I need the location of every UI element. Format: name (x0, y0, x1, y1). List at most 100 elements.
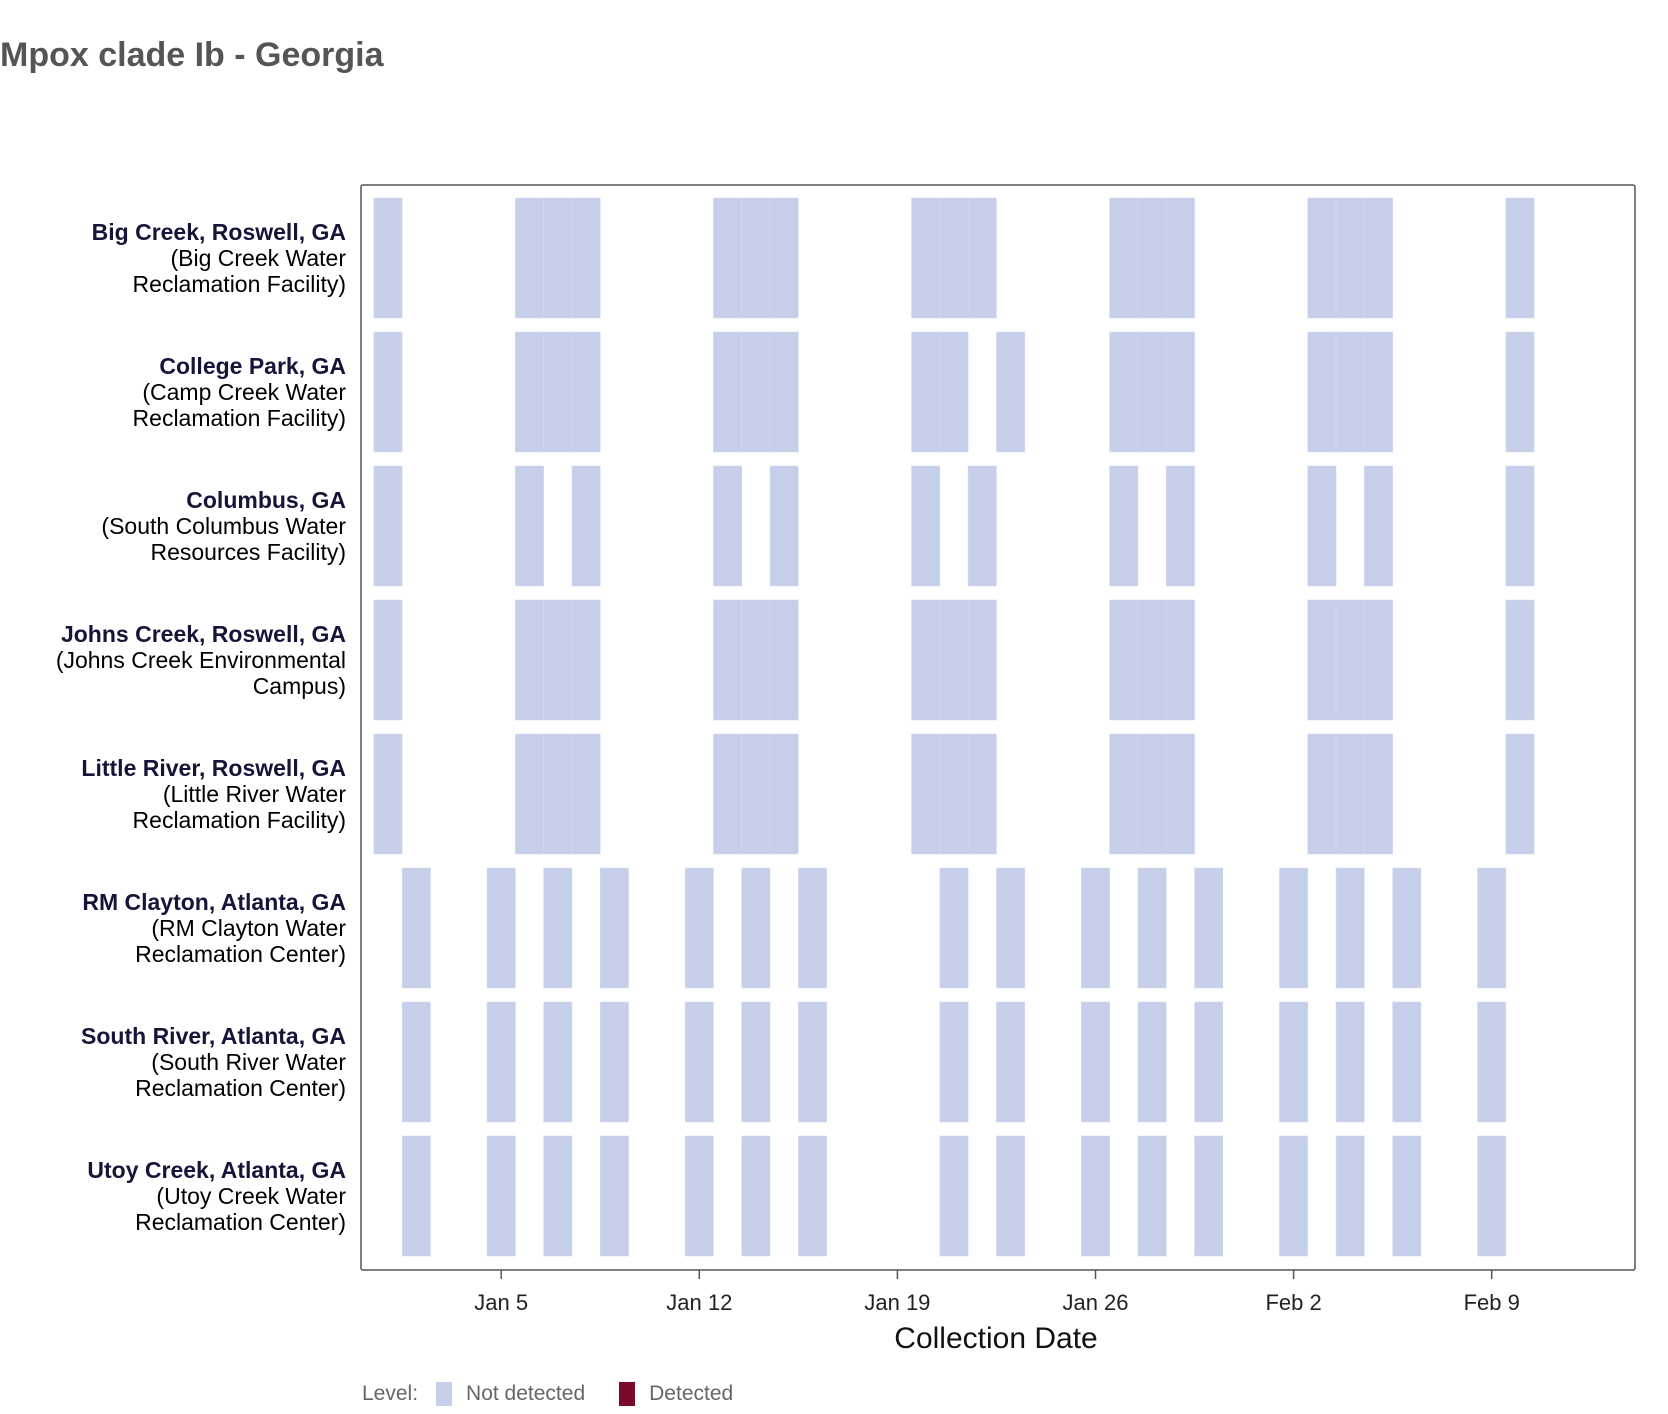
sample-tile (1505, 599, 1535, 721)
sample-tile (1109, 331, 1139, 453)
sample-tile (515, 599, 544, 721)
sample-tile (373, 197, 403, 319)
sample-tile (543, 331, 573, 453)
sample-tile (769, 197, 799, 319)
sample-tile (713, 733, 743, 855)
sample-tile (543, 197, 573, 319)
site-label: Utoy Creek, Atlanta, GA (Utoy Creek Water… (46, 1157, 346, 1235)
sample-tile (911, 197, 941, 319)
sample-tile (1505, 331, 1535, 453)
sample-tile (1109, 599, 1139, 721)
sample-tile (373, 733, 403, 855)
sample-tile (1477, 1001, 1507, 1123)
sample-tile (1279, 867, 1309, 989)
x-axis: Jan 5 Jan 12 Jan 19 Jan 26 Feb 2 Feb 9 (474, 1270, 1520, 1315)
sample-tile (1335, 331, 1365, 453)
sample-tile (543, 867, 573, 989)
plot-panel-border (360, 184, 1636, 1271)
tiles-layer (373, 197, 1535, 1257)
sample-tile (571, 733, 601, 855)
sample-tile (1194, 1001, 1224, 1123)
sample-tile (939, 331, 969, 453)
sample-tile (939, 867, 969, 989)
sample-tile (1165, 599, 1195, 721)
sample-tile (1307, 465, 1337, 587)
site-facility: (South Columbus Water Resources Facility… (101, 513, 346, 565)
site-name: Utoy Creek, Atlanta, GA (87, 1157, 346, 1183)
sample-tile (741, 331, 771, 453)
site-name: Johns Creek, Roswell, GA (60, 621, 346, 647)
sample-tile (1194, 1135, 1224, 1257)
sample-tile (967, 733, 997, 855)
sample-tile (911, 599, 941, 721)
x-tick-label: Feb 2 (1265, 1290, 1321, 1315)
site-facility: (Little River Water Reclamation Facility… (132, 781, 346, 833)
sample-tile (401, 1001, 431, 1123)
sample-tile (1364, 331, 1393, 453)
sample-tile (1137, 197, 1167, 319)
sample-tile (401, 1135, 431, 1257)
sample-tile (515, 331, 544, 453)
sample-tile (571, 197, 601, 319)
sample-tile (996, 1001, 1026, 1123)
sample-tile (1165, 197, 1195, 319)
sample-tile (1477, 867, 1507, 989)
sample-tile (1081, 1001, 1110, 1123)
site-facility: (RM Clayton Water Reclamation Center) (135, 915, 346, 967)
sample-tile (1137, 1135, 1167, 1257)
sample-tile (741, 599, 771, 721)
sample-tile (741, 1135, 771, 1257)
sample-tile (1137, 733, 1167, 855)
sample-tile (543, 599, 573, 721)
sample-tile (769, 733, 799, 855)
sample-tile (1109, 733, 1139, 855)
sample-tile (1335, 733, 1365, 855)
sample-tile (713, 331, 743, 453)
legend-label-detected: Detected (649, 1382, 734, 1405)
sample-tile (1335, 1135, 1365, 1257)
site-label: Johns Creek, Roswell, GA (Johns Creek Env… (46, 621, 346, 699)
sample-tile (741, 733, 771, 855)
site-facility: (Johns Creek Environmental Campus) (55, 647, 346, 699)
sample-tile (741, 1001, 771, 1123)
sample-tile (1194, 867, 1224, 989)
x-tick-label: Jan 26 (1062, 1290, 1128, 1315)
site-label: South River, Atlanta, GA (South River Wat… (46, 1023, 346, 1101)
sample-tile (1109, 197, 1139, 319)
sample-tile (967, 465, 997, 587)
sample-tile (486, 1001, 516, 1123)
sample-tile (684, 1001, 714, 1123)
sample-tile (769, 599, 799, 721)
sample-tile (1279, 1001, 1309, 1123)
x-axis-title: Collection Date (894, 1322, 1098, 1355)
sample-tile (515, 733, 544, 855)
sample-tile (1505, 197, 1535, 319)
sample-tile (1137, 1001, 1167, 1123)
sample-tile (515, 465, 544, 587)
sample-tile (939, 733, 969, 855)
site-label: Columbus, GA (South Columbus Water Resour… (46, 487, 346, 565)
sample-tile (1364, 465, 1393, 587)
site-name: RM Clayton, Atlanta, GA (82, 889, 346, 915)
sample-tile (798, 1135, 827, 1257)
site-name: South River, Atlanta, GA (81, 1023, 346, 1049)
chart-title: Mpox clade Ib - Georgia (0, 36, 384, 74)
sample-tile (1392, 867, 1422, 989)
site-name: College Park, GA (159, 353, 346, 379)
sample-tile (1335, 599, 1365, 721)
sample-tile (713, 465, 743, 587)
sample-tile (1307, 197, 1337, 319)
sample-tile (571, 599, 601, 721)
site-facility: (Utoy Creek Water Reclamation Center) (135, 1183, 346, 1235)
sample-tile (373, 465, 403, 587)
sample-tile (1165, 331, 1195, 453)
sample-tile (599, 867, 629, 989)
sample-tile (769, 331, 799, 453)
sample-tile (967, 197, 997, 319)
site-label: College Park, GA (Camp Creek Water Reclam… (46, 353, 346, 431)
sample-tile (939, 197, 969, 319)
site-facility: (Big Creek Water Reclamation Facility) (132, 245, 346, 297)
sample-tile (1477, 1135, 1507, 1257)
sample-tile (1307, 599, 1337, 721)
sample-tile (939, 1001, 969, 1123)
